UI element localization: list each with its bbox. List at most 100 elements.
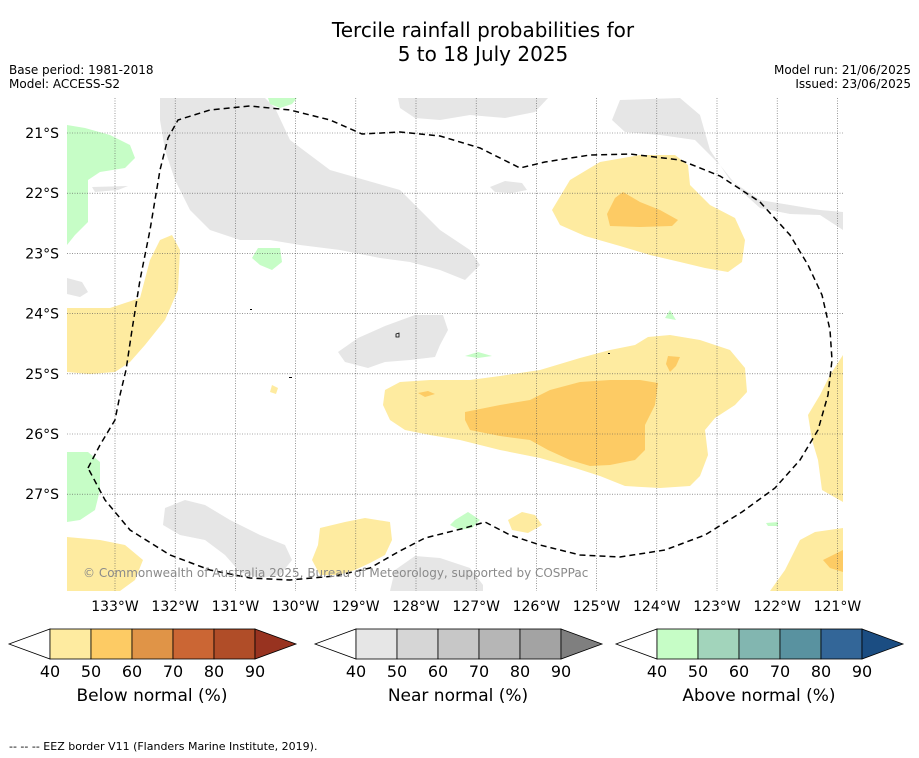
below-normal-region (312, 518, 392, 575)
gridlines (67, 98, 843, 591)
colorbar-tick-label: 80 (510, 662, 530, 681)
colorbar-tick-label: 60 (729, 662, 749, 681)
longitude-label: 127°W (452, 599, 500, 615)
colorbar-segment (820, 628, 863, 660)
eez-border (87, 105, 833, 581)
colorbar-below-normal: 40 50 60 70 80 90 (7, 628, 298, 681)
island-marker (289, 377, 292, 378)
colorbar-tick-label: 90 (245, 662, 265, 681)
longitude-label: 131°W (212, 599, 260, 615)
colorbar-extend-high (560, 628, 604, 660)
longitude-label: 129°W (332, 599, 380, 615)
colorbar-tick-label: 70 (469, 662, 489, 681)
longitude-label: 123°W (693, 599, 741, 615)
latitude-label: 27°S (25, 487, 59, 503)
colorbar-tick-label: 80 (811, 662, 831, 681)
near-normal-region (67, 278, 88, 297)
above-normal-region (67, 452, 100, 522)
issued-date: Issued: 23/06/2025 (795, 77, 911, 91)
colorbar-segment (396, 628, 439, 660)
meta-right: Model run: 21/06/2025 Issued: 23/06/2025 (774, 63, 911, 91)
above-normal-region (67, 125, 135, 245)
island-marker (250, 309, 252, 310)
colorbar-segment (172, 628, 215, 660)
colorbar-tick-label: 40 (647, 662, 667, 681)
above-normal-region (665, 310, 676, 320)
latitude-label: 22°S (25, 186, 59, 202)
island-marker (608, 353, 610, 354)
longitude-label: 124°W (633, 599, 681, 615)
colorbar-segment (355, 628, 398, 660)
colorbar-tick-label: 50 (81, 662, 101, 681)
model-name: Model: ACCESS-S2 (9, 77, 121, 91)
below-normal-region (270, 385, 278, 394)
colorbar-tick-label: 40 (40, 662, 60, 681)
colorbar-extend-low (313, 628, 357, 660)
title-line-2: 5 to 18 July 2025 (397, 42, 569, 66)
title-line-1: Tercile rainfall probabilities for (331, 18, 635, 42)
colorbar-segment (131, 628, 174, 660)
colorbar-tick-label: 90 (852, 662, 872, 681)
latitude-label: 23°S (25, 246, 59, 262)
below-normal-region (666, 356, 680, 372)
below-normal-region (67, 235, 180, 374)
colorbar-segment (656, 628, 699, 660)
colorbar-segment (90, 628, 133, 660)
colorbar-tick-label: 80 (204, 662, 224, 681)
colorbar-title-near: Near normal (%) (387, 686, 529, 706)
longitude-labels: 133°W 132°W 131°W 130°W 129°W 128°W 127°W 126°W… (91, 599, 861, 615)
colorbar-segment (697, 628, 740, 660)
colorbar-segment (49, 628, 92, 660)
below-normal-region (508, 512, 542, 533)
above-normal-region (450, 512, 480, 530)
longitude-label: 133°W (91, 599, 139, 615)
near-normal-region (612, 98, 843, 230)
colorbar-extend-low (614, 628, 658, 660)
longitude-label: 121°W (814, 599, 862, 615)
near-normal-region (92, 186, 128, 192)
latitude-label: 24°S (25, 307, 59, 323)
map-plot-area: © Commonwealth of Australia 2025, Bureau… (67, 98, 843, 591)
below-normal-region (465, 380, 658, 466)
below-normal-region (67, 537, 143, 591)
above-normal-region (465, 352, 492, 358)
below-normal-region (808, 355, 843, 502)
colorbar-extend-high (254, 628, 298, 660)
colorbar-tick-label: 90 (551, 662, 571, 681)
colorbar-segment (779, 628, 822, 660)
colorbar-title-below: Below normal (%) (76, 686, 228, 706)
colorbar-extend-low (7, 628, 51, 660)
base-period: Base period: 1981-2018 (9, 63, 154, 77)
near-normal-region (338, 315, 448, 368)
latitude-label: 26°S (25, 427, 59, 443)
near-normal-region (490, 181, 527, 193)
colorbar-segment (213, 628, 256, 660)
colorbar-near-normal: 40 50 60 70 80 90 (313, 628, 604, 681)
near-normal-region (390, 556, 483, 591)
below-normal-region (770, 528, 843, 591)
longitude-label: 122°W (753, 599, 801, 615)
latitude-labels: 21°S 22°S 23°S 24°S 25°S 26°S 27°S (25, 126, 59, 503)
colorbar-segment (478, 628, 521, 660)
longitude-label: 128°W (392, 599, 440, 615)
colorbar-tick-label: 50 (387, 662, 407, 681)
colorbar-title-above: Above normal (%) (682, 686, 836, 706)
longitude-label: 132°W (151, 599, 199, 615)
near-normal-region (160, 98, 480, 280)
copyright-text: © Commonwealth of Australia 2025, Bureau… (83, 566, 588, 580)
colorbar-extend-high (861, 628, 905, 660)
below-normal-region (823, 550, 843, 572)
colorbar-tick-label: 60 (428, 662, 448, 681)
meta-left: Base period: 1981-2018 Model: ACCESS-S2 (9, 63, 154, 91)
longitude-label: 125°W (573, 599, 621, 615)
colorbar-above-normal: 40 50 60 70 80 90 (614, 628, 905, 681)
longitude-label: 130°W (272, 599, 320, 615)
above-normal-region (268, 98, 297, 108)
below-normal-region (418, 391, 435, 397)
map-title: Tercile rainfall probabilities for 5 to … (0, 18, 919, 66)
longitude-label: 126°W (513, 599, 561, 615)
near-normal-region (398, 98, 548, 120)
colorbar-tick-label: 40 (346, 662, 366, 681)
above-normal-region (766, 522, 778, 526)
eez-footnote: -- -- -- EEZ border V11 (Flanders Marine… (9, 740, 318, 753)
